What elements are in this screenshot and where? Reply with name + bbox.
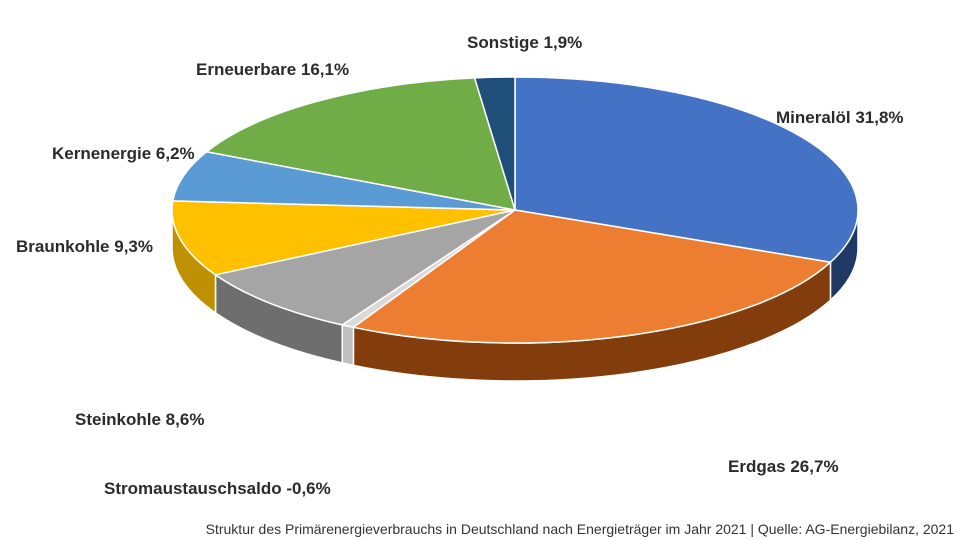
pie-slice-erneuerbare xyxy=(205,77,516,211)
pie-labels: Mineralöl 31,8% Erdgas 26,7% Stromaustau… xyxy=(16,33,904,498)
slice-label-mineraloel: Mineralöl 31,8% xyxy=(776,108,904,127)
slice-label-erdgas: Erdgas 26,7% xyxy=(728,457,839,476)
pie-slice-sonstige xyxy=(473,76,516,211)
slice-label-stromaustauschsaldo: Stromaustauschsaldo -0,6% xyxy=(104,479,331,498)
pie-slice-mineraloel xyxy=(514,76,859,263)
source-caption: Struktur des Primärenergieverbrauchs in … xyxy=(206,521,955,537)
pie-slice-erdgas xyxy=(352,209,832,344)
slice-label-erneuerbare: Erneuerbare 16,1% xyxy=(196,60,349,79)
pie-side-stromaustauschsaldo xyxy=(341,323,355,367)
slice-label-steinkohle: Steinkohle 8,6% xyxy=(75,410,204,429)
pie-tops xyxy=(171,76,859,344)
slice-label-braunkohle: Braunkohle 9,3% xyxy=(16,237,153,256)
pie-slice-steinkohle xyxy=(214,209,516,326)
pie-slice-kernenergie xyxy=(172,151,516,211)
pie-slice-braunkohle xyxy=(171,200,516,276)
slice-label-kernenergie: Kernenergie 6,2% xyxy=(52,144,195,163)
slice-label-sonstige: Sonstige 1,9% xyxy=(467,33,582,52)
